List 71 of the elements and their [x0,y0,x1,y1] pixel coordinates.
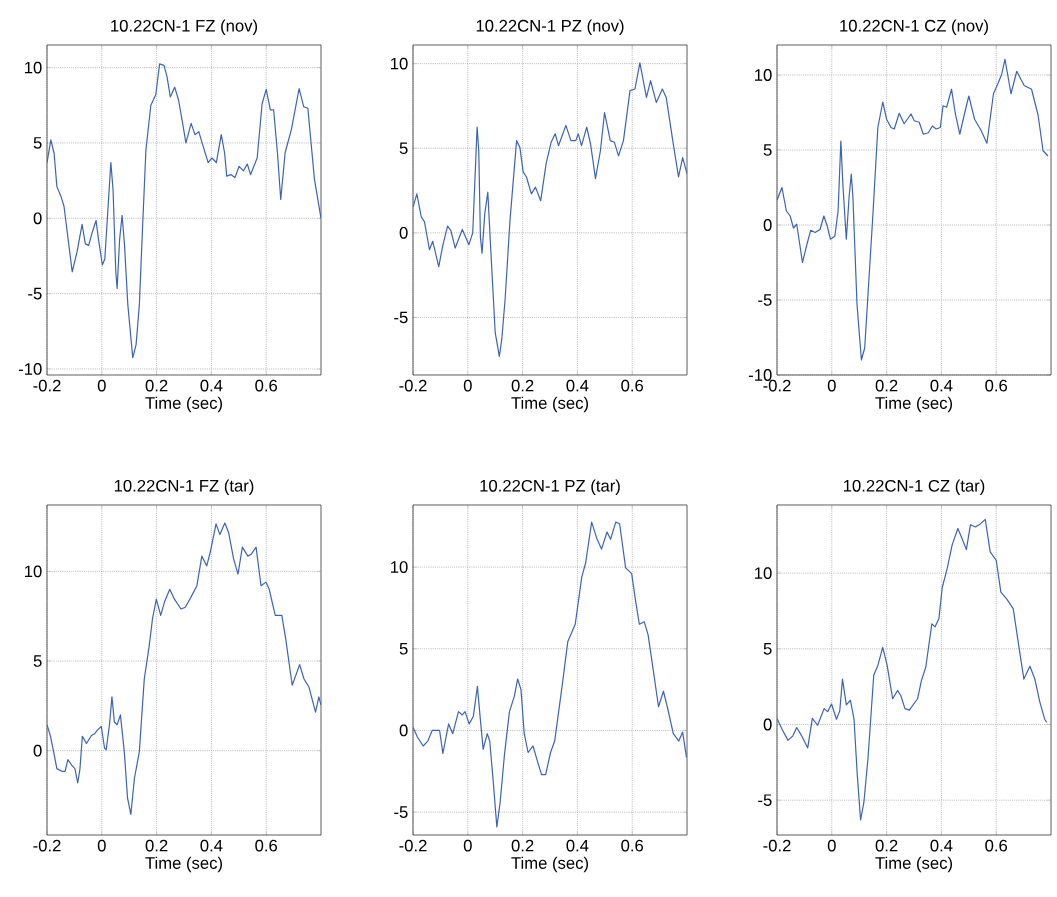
line-series [777,58,1049,361]
y-tick-label: 10 [391,57,408,70]
x-tick-label: 0.4 [930,839,953,852]
y-tick-label: -10 [748,369,772,381]
x-tick-label: -0.2 [33,839,61,852]
x-axis-title: Time (sec) [511,396,588,413]
y-tick-label: 10 [391,561,408,573]
y-tick-label: 10 [25,565,42,578]
y-tick-label: 10 [755,567,772,580]
chart-title: 10.22CN-1 CZ (nov) [840,19,988,35]
chart-title: 10.22CN-1 FZ (nov) [111,19,258,35]
y-tick-label: 10 [25,61,42,74]
y-tick-label: 5 [763,643,772,655]
line-series [777,518,1048,821]
x-tick-label: 0.4 [566,379,589,392]
x-tick-label: 0.6 [985,379,1008,392]
y-tick-label: 0 [399,226,408,239]
x-tick-label: 0.2 [511,839,534,852]
x-tick-label: 0 [463,839,472,852]
x-tick-label: -0.2 [33,379,61,392]
y-tick-label: 0 [399,724,408,737]
x-tick-label: -0.2 [399,379,427,392]
x-tick-label: 0 [97,839,106,852]
line-series [47,63,322,359]
y-tick-label: -10 [18,363,42,375]
x-tick-label: 0.2 [875,839,898,852]
y-tick-label: 5 [33,137,42,149]
x-tick-label: 0.2 [875,379,898,392]
y-tick-label: 10 [755,69,772,81]
x-tick-label: 0.6 [621,379,644,392]
x-tick-label: 0.6 [621,839,644,852]
x-tick-label: 0.6 [255,839,278,852]
chart-title: 10.22CN-1 CZ (tar) [843,479,985,495]
y-tick-label: 5 [399,642,408,655]
x-tick-label: -0.2 [763,379,791,392]
x-tick-label: 0 [97,379,106,392]
x-tick-label: 0.4 [200,839,223,852]
y-tick-label: 0 [763,718,772,731]
x-tick-label: 0.4 [200,379,223,392]
x-tick-label: 0.2 [511,379,534,392]
x-tick-label: -0.2 [763,839,791,852]
x-tick-label: 0.6 [985,839,1008,852]
x-axis-title: Time (sec) [875,396,952,413]
x-tick-label: 0 [827,839,836,852]
y-tick-label: 0 [33,744,42,757]
y-tick-label: -5 [394,311,408,324]
y-tick-label: 5 [399,142,408,155]
y-tick-label: 0 [33,212,42,225]
x-tick-label: 0.2 [145,839,168,852]
y-tick-label: -5 [394,806,408,818]
x-tick-label: -0.2 [399,839,427,852]
x-axis-title: Time (sec) [145,396,222,413]
chart-title: 10.22CN-1 FZ (tar) [114,479,254,495]
x-axis-title: Time (sec) [511,856,588,873]
x-axis-title: Time (sec) [145,856,222,873]
x-tick-label: 0 [463,379,472,392]
x-tick-label: 0.2 [145,379,168,392]
line-series [47,522,322,815]
y-tick-label: 5 [763,144,772,156]
y-tick-label: -5 [28,287,42,300]
x-tick-label: 0 [827,379,836,392]
chart-title: 10.22CN-1 PZ (tar) [480,479,620,495]
x-tick-label: 0.6 [255,379,278,392]
y-tick-label: 0 [763,219,772,231]
x-tick-label: 0.4 [566,839,589,852]
y-tick-label: -5 [758,794,772,806]
chart-title: 10.22CN-1 PZ (nov) [476,19,624,35]
y-tick-label: -5 [758,294,772,306]
x-axis-title: Time (sec) [875,856,952,873]
x-tick-label: 0.4 [930,379,953,392]
y-tick-label: 5 [33,655,42,667]
